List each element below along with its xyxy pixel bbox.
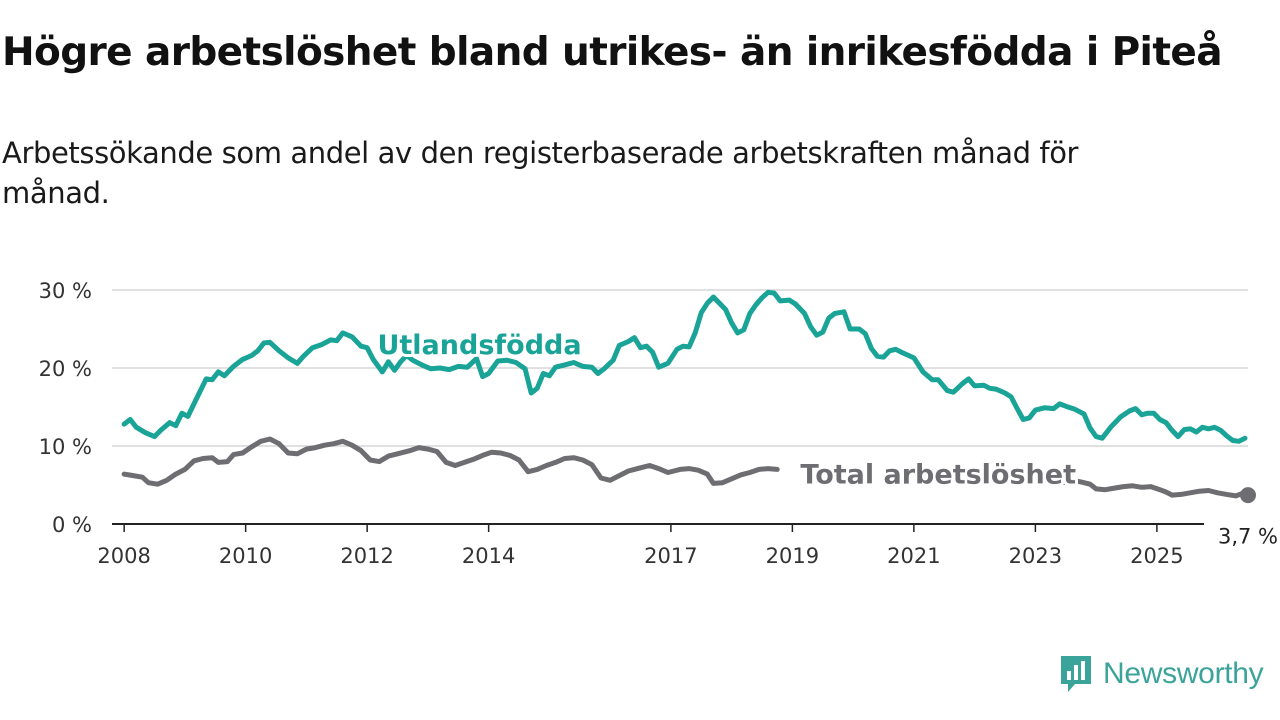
y-tick-label: 30 % [39,279,92,303]
x-axis-tick-labels: 2008 2010 2012 2014 2017 2019 2021 2023 2025 [97,524,1184,568]
newsworthy-logo-icon [1061,656,1091,692]
x-tick-label: 2023 [1009,544,1062,568]
series-line-total [121,436,780,487]
x-tick-label: 2025 [1130,544,1183,568]
x-tick-label: 2021 [887,544,940,568]
end-value-label-bg [1204,521,1280,550]
x-tick-label: 2014 [462,544,515,568]
series-line-utlandsfodda [121,289,1248,444]
end-value-label: 3,7 % [1218,525,1278,549]
series-labels: Utlandsfödda Total arbetslöshet 3,7 % [374,327,1280,550]
x-tick-label: 2019 [766,544,819,568]
chart-subtitle: Arbetssökande som andel av den registerb… [2,136,1079,210]
y-axis-tick-labels: 0 % 10 % 20 % 30 % [39,279,92,537]
x-tick-label: 2008 [97,544,150,568]
series-lines [121,289,1256,504]
gridlines [112,289,1248,525]
chart-title: Högre arbetslöshet bland utrikes- än inr… [2,30,1223,75]
x-tick-label: 2010 [219,544,272,568]
y-tick-label: 0 % [52,513,92,537]
series-line-total [1060,477,1251,499]
y-tick-label: 20 % [39,357,92,381]
x-tick-label: 2017 [644,544,697,568]
series-label-total: Total arbetslöshet [800,459,1076,490]
newsworthy-logo: Newsworthy [1059,652,1264,696]
newsworthy-logo-text: Newsworthy [1103,657,1264,690]
y-tick-label: 10 % [39,435,92,459]
end-point-marker [1240,487,1256,504]
x-tick-label: 2012 [340,544,393,568]
series-label-utlandsfodda: Utlandsfödda [377,330,581,361]
